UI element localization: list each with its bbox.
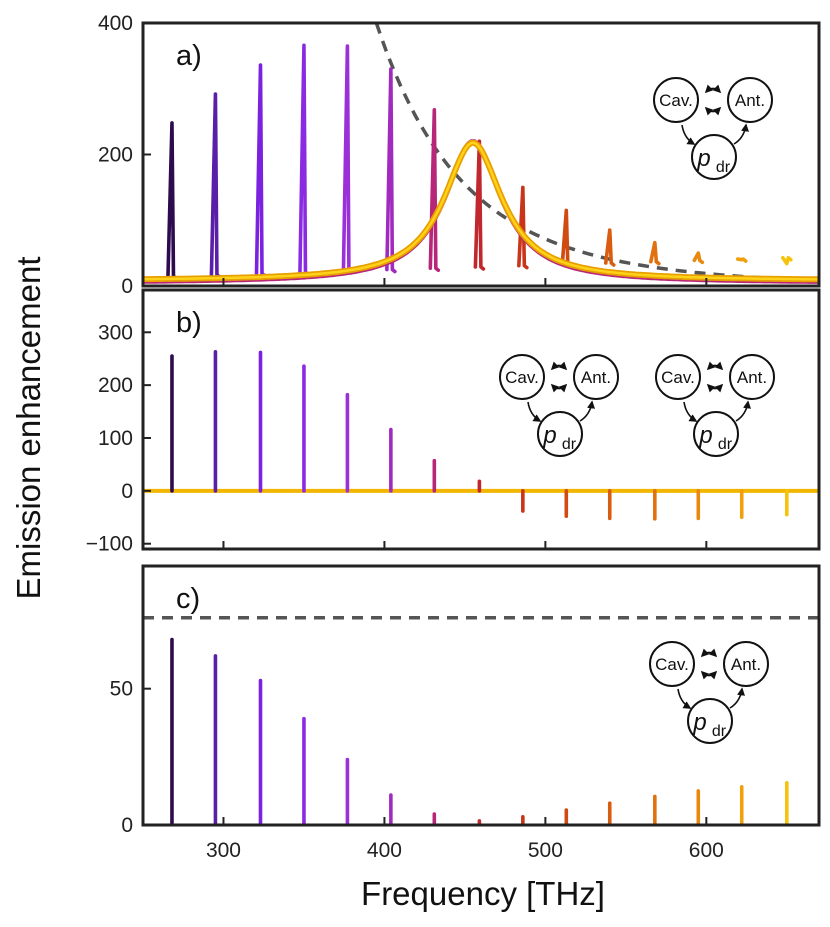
y-tick-label: 400 (98, 12, 133, 35)
coupling-arrow (733, 123, 749, 145)
dipole-node (693, 411, 739, 457)
coupling-arrow (706, 383, 724, 393)
dipole-subscript: dr (718, 436, 733, 453)
peak-line (603, 228, 616, 267)
antenna-label: Ant. (737, 368, 767, 387)
peak-line (781, 255, 793, 266)
dipole-label: p (692, 709, 706, 736)
antenna-label: Ant. (581, 368, 611, 387)
antenna-label: Ant. (735, 91, 765, 110)
panel-label: a) (176, 40, 202, 72)
dipole-node (691, 134, 737, 180)
panel-c: 0 50 300 400 500 600 c) Cav. Ant. p dr (110, 564, 821, 862)
y-tick-label: 200 (98, 144, 133, 167)
plot-area (143, 350, 819, 521)
peak-line (298, 43, 310, 276)
coupling-diagram: Cav. Ant. p dr (655, 354, 775, 457)
coupling-diagram: Cav. Ant. p dr (649, 641, 769, 744)
cavity-node (649, 641, 695, 687)
coupling-arrow (704, 106, 722, 116)
panel-frame (141, 288, 821, 551)
panel-label: c) (176, 583, 200, 615)
y-tick-label: 0 (121, 275, 133, 298)
x-tick-label: 400 (367, 839, 402, 862)
peak-line (166, 121, 178, 280)
dipole-subscript: dr (716, 159, 731, 176)
antenna-node (723, 641, 769, 687)
peak-line (428, 107, 441, 273)
dipole-subscript: dr (712, 723, 727, 740)
peak-line (473, 139, 486, 271)
cavity-node (653, 77, 699, 123)
coupling-arrow (729, 687, 745, 709)
peak-line (254, 63, 267, 278)
x-axis-title: Frequency [THz] (361, 875, 605, 912)
peak-line (560, 208, 573, 269)
peak-line (649, 240, 661, 266)
y-tick-label: 0 (121, 480, 133, 503)
panel-a: 0 200 400 a) Cav. Ant. p dr (98, 12, 821, 298)
coupling-arrow (550, 383, 568, 393)
cavity-node (655, 354, 701, 400)
cavity-node (499, 354, 545, 400)
dipole-node (687, 698, 733, 744)
coupling-arrow (550, 361, 568, 371)
x-tick-label: 600 (689, 839, 724, 862)
coupling-arrow (706, 361, 724, 371)
y-axis-title: Emission enhancement (10, 256, 47, 599)
panel-frame (141, 564, 821, 827)
cavity-label: Cav. (661, 368, 695, 387)
y-tick-label: 100 (98, 427, 133, 450)
coupling-arrow (683, 401, 698, 422)
panel-label: b) (176, 307, 202, 339)
coupling-arrow (579, 400, 595, 422)
y-tick-label: 200 (98, 374, 133, 397)
coupling-arrow (681, 124, 696, 145)
coupling-diagram: Cav. Ant. p dr (653, 77, 773, 180)
x-tick-label: 500 (528, 839, 563, 862)
dipole-label: p (696, 145, 710, 172)
coupling-arrow (704, 84, 722, 94)
y-tick-label: 300 (98, 321, 133, 344)
antenna-node (727, 77, 773, 123)
antenna-label: Ant. (731, 655, 761, 674)
dipole-node (537, 411, 583, 457)
y-tick-label: 0 (121, 814, 133, 837)
coupling-arrow (735, 400, 751, 422)
peak-line (735, 257, 748, 263)
antenna-curve-highlight (143, 141, 819, 281)
cavity-label: Cav. (505, 368, 539, 387)
peak-line (209, 92, 222, 279)
plot-area (143, 616, 819, 825)
y-tick-label: −100 (86, 533, 133, 556)
peak-line (517, 185, 529, 270)
x-tick-label: 300 (206, 839, 241, 862)
coupling-diagram: Cav. Ant. p dr (499, 354, 619, 457)
y-tick-label: 50 (110, 678, 133, 701)
coupling-arrow (527, 401, 542, 422)
peak-line (385, 67, 397, 274)
dipole-label: p (542, 422, 556, 449)
coupling-arrow (677, 688, 692, 709)
peak-line (341, 44, 354, 275)
cavity-label: Cav. (659, 91, 693, 110)
coupling-arrow (700, 670, 718, 680)
peak-line (692, 251, 705, 265)
dipole-subscript: dr (562, 436, 577, 453)
antenna-node (573, 354, 619, 400)
dipole-label: p (698, 422, 712, 449)
envelope-line (374, 23, 816, 283)
cavity-label: Cav. (655, 655, 689, 674)
coupling-arrow (700, 648, 718, 658)
antenna-node (729, 354, 775, 400)
